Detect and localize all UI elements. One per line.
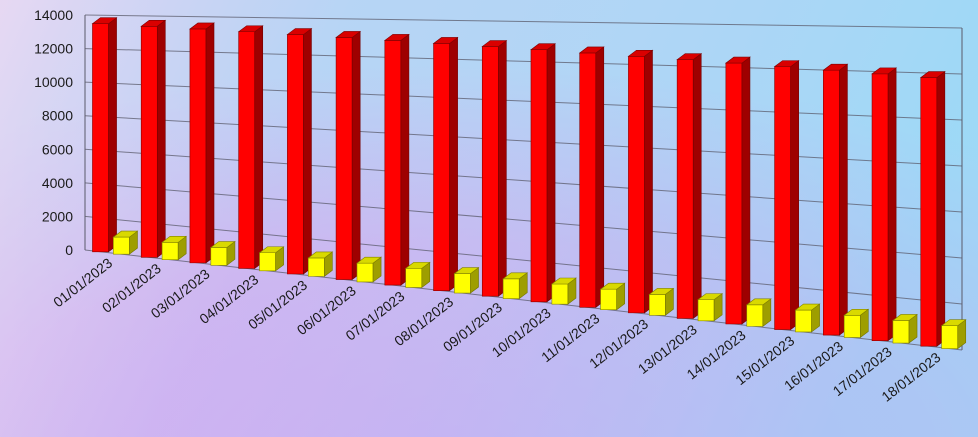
- y-tick-label: 12000: [34, 41, 73, 57]
- bar-series-2: [258, 246, 285, 272]
- bar-series-2: [307, 251, 334, 277]
- bar-series-1: [822, 63, 849, 336]
- y-tick-label: 10000: [34, 74, 73, 90]
- gridline: [84, 182, 963, 259]
- bar-series-2: [550, 277, 577, 305]
- bars: [91, 17, 967, 350]
- y-tick-label: 2000: [42, 208, 73, 224]
- bar-series-2: [599, 282, 626, 311]
- y-axis-ticks: 0 2000 4000 6000 8000 10000 12000 14000: [34, 7, 73, 258]
- gridline: [84, 48, 963, 75]
- bar-series-1: [481, 39, 508, 297]
- bar-series-1: [773, 60, 800, 331]
- y-tick-label: 8000: [42, 108, 73, 124]
- bar-series-1: [91, 17, 118, 253]
- bar-series-2: [648, 287, 675, 316]
- bar-series-1: [286, 27, 313, 275]
- bar-series-2: [697, 293, 724, 322]
- bar-series-2: [356, 256, 382, 283]
- gridline: [84, 81, 963, 121]
- bar-series-2: [843, 308, 870, 339]
- bar-series-2: [745, 298, 772, 327]
- gridline: [84, 148, 963, 213]
- y-tick-label: 0: [65, 242, 73, 258]
- bar-series-1: [383, 33, 410, 286]
- y-tick-label: 14000: [34, 7, 73, 23]
- bar-series-1: [530, 43, 556, 303]
- bar-series-1: [335, 30, 362, 281]
- bar-series-2: [453, 266, 480, 294]
- gridline: [84, 14, 963, 29]
- gridline: [84, 249, 963, 351]
- gridline: [84, 215, 963, 305]
- bar-series-2: [209, 240, 236, 266]
- bar-series-2: [161, 235, 188, 261]
- bar-series-2: [502, 272, 529, 300]
- bar-series-2: [112, 230, 139, 255]
- gridline: [84, 115, 963, 167]
- gridlines: [84, 14, 963, 351]
- bar-series-1: [627, 49, 654, 314]
- bar-series-2: [404, 261, 431, 289]
- bar-series-1: [919, 70, 946, 347]
- bar-series-1: [140, 19, 167, 258]
- bar-series-1: [432, 36, 459, 292]
- bar-series-1: [724, 56, 751, 325]
- bar-series-1: [189, 22, 215, 264]
- bar-series-1: [578, 46, 605, 308]
- y-tick-label: 6000: [42, 141, 73, 157]
- bar-series-2: [794, 303, 821, 333]
- bar-series-1: [871, 67, 898, 342]
- bar-series-1: [237, 25, 264, 270]
- bar-series-2: [940, 319, 967, 350]
- bar-series-1: [676, 53, 703, 320]
- bar-series-2: [892, 313, 918, 344]
- y-tick-label: 4000: [42, 175, 73, 191]
